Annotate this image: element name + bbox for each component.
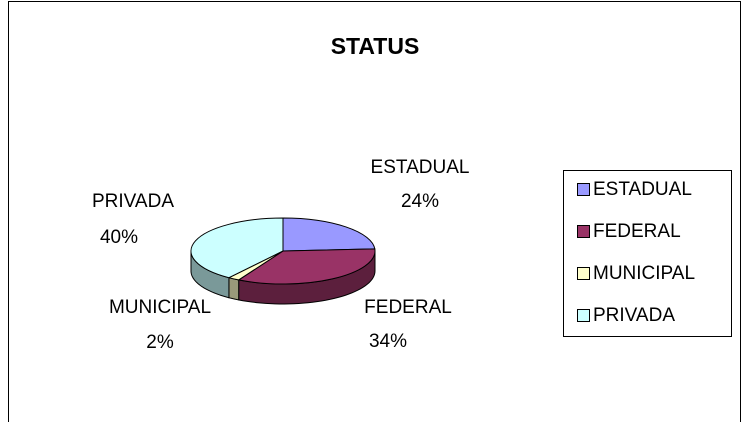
data-label-name: PRIVADA	[92, 191, 174, 212]
legend-swatch	[577, 267, 590, 280]
pie-slice	[190, 217, 284, 279]
legend-label: MUNICIPAL	[593, 263, 695, 284]
data-label-name: FEDERAL	[364, 297, 452, 318]
data-label-value: 34%	[369, 331, 407, 352]
legend-label: ESTADUAL	[593, 179, 692, 200]
legend-swatch	[577, 225, 590, 238]
chart-title: STATUS	[331, 33, 420, 59]
data-label-name: ESTADUAL	[371, 157, 470, 178]
legend-box	[563, 170, 732, 337]
legend-swatch	[577, 183, 590, 196]
data-label-name: MUNICIPAL	[109, 297, 211, 318]
chart-frame	[8, 1, 741, 422]
legend-swatch	[577, 309, 590, 322]
legend-label: FEDERAL	[593, 221, 681, 242]
pie-slice	[282, 217, 376, 252]
data-label-value: 40%	[100, 227, 138, 248]
data-label-value: 2%	[146, 332, 174, 353]
data-label-value: 24%	[401, 191, 439, 212]
legend-label: PRIVADA	[593, 305, 675, 326]
pie-side	[228, 277, 240, 301]
